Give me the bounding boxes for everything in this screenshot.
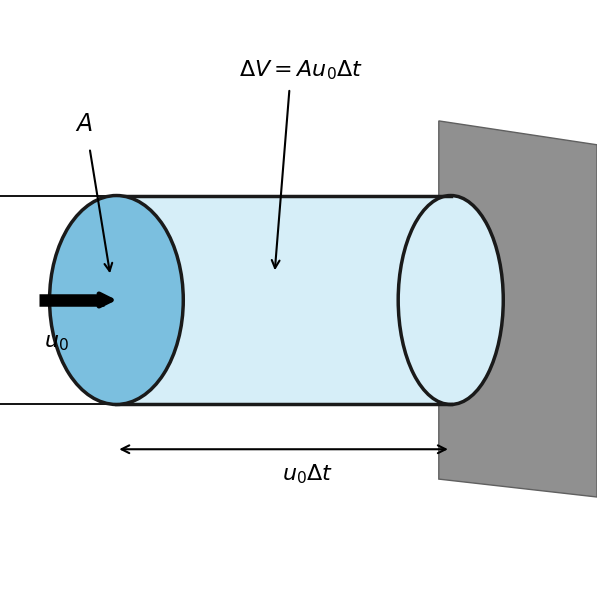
Polygon shape [116,196,451,404]
Text: $u_0\Delta t$: $u_0\Delta t$ [282,463,333,486]
Ellipse shape [398,196,503,404]
Text: $\Delta V=Au_0\Delta t$: $\Delta V=Au_0\Delta t$ [239,58,364,82]
Ellipse shape [50,196,183,404]
Text: $A$: $A$ [75,112,93,136]
Polygon shape [439,121,597,497]
Text: $u_0$: $u_0$ [44,333,69,353]
